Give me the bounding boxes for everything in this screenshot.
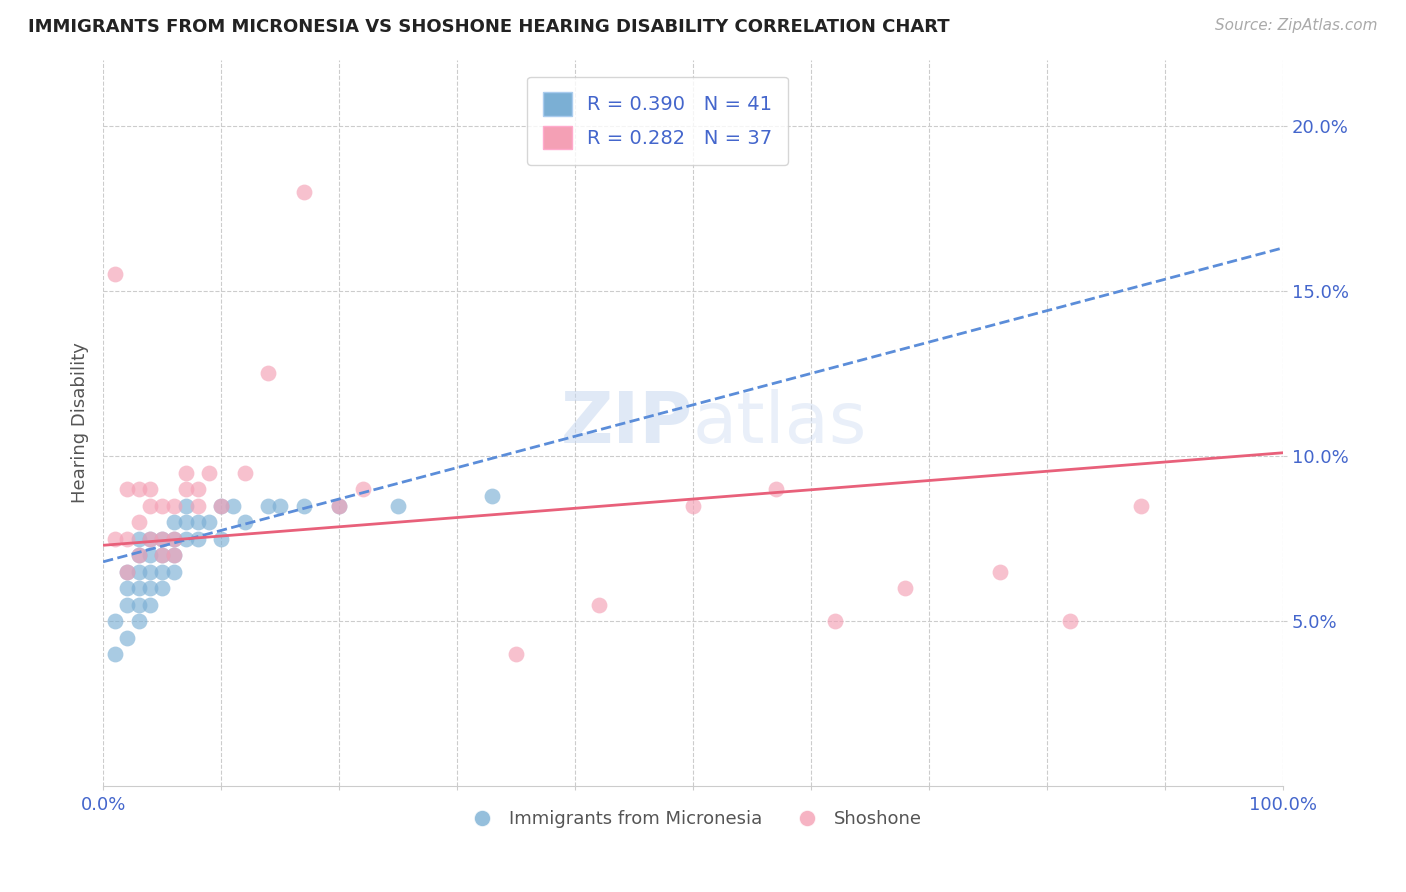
Point [988, 565, 1011, 579]
Point [115, 598, 138, 612]
Point [163, 548, 186, 562]
Point [104, 615, 127, 629]
Point [150, 532, 173, 546]
Point [163, 532, 186, 546]
Point [128, 598, 150, 612]
Point [328, 499, 350, 513]
Point [128, 532, 150, 546]
Point [269, 499, 291, 513]
Point [186, 499, 208, 513]
Point [765, 482, 787, 496]
Point [139, 598, 162, 612]
Point [115, 532, 138, 546]
Point [209, 499, 232, 513]
Point [198, 466, 221, 480]
Point [505, 648, 527, 662]
Point [163, 548, 186, 562]
Point [139, 482, 162, 496]
Point [128, 615, 150, 629]
Point [115, 565, 138, 579]
Point [292, 185, 315, 199]
Point [209, 532, 232, 546]
Text: ZIP: ZIP [561, 389, 693, 458]
Point [174, 482, 197, 496]
Text: atlas: atlas [693, 389, 868, 458]
Point [150, 565, 173, 579]
Point [292, 499, 315, 513]
Point [328, 499, 350, 513]
Point [163, 515, 186, 529]
Point [257, 367, 280, 381]
Point [209, 499, 232, 513]
Point [174, 466, 197, 480]
Point [128, 565, 150, 579]
Point [115, 565, 138, 579]
Point [139, 499, 162, 513]
Point [163, 565, 186, 579]
Point [387, 499, 409, 513]
Point [163, 499, 186, 513]
Legend: Immigrants from Micronesia, Shoshone: Immigrants from Micronesia, Shoshone [457, 803, 929, 836]
Point [139, 581, 162, 595]
Point [128, 482, 150, 496]
Text: Source: ZipAtlas.com: Source: ZipAtlas.com [1215, 18, 1378, 33]
Point [233, 515, 256, 529]
Point [128, 581, 150, 595]
Point [128, 548, 150, 562]
Point [824, 615, 846, 629]
Point [588, 598, 610, 612]
Point [1130, 499, 1153, 513]
Text: IMMIGRANTS FROM MICRONESIA VS SHOSHONE HEARING DISABILITY CORRELATION CHART: IMMIGRANTS FROM MICRONESIA VS SHOSHONE H… [28, 18, 949, 36]
Point [1059, 615, 1081, 629]
Point [150, 532, 173, 546]
Point [139, 532, 162, 546]
Point [222, 499, 245, 513]
Point [115, 482, 138, 496]
Point [481, 489, 503, 503]
Point [186, 515, 208, 529]
Point [186, 532, 208, 546]
Point [352, 482, 374, 496]
Point [233, 466, 256, 480]
Point [104, 532, 127, 546]
Point [150, 548, 173, 562]
Point [104, 648, 127, 662]
Point [174, 515, 197, 529]
Point [139, 532, 162, 546]
Point [186, 482, 208, 496]
Point [198, 515, 221, 529]
Point [115, 581, 138, 595]
Point [128, 515, 150, 529]
Point [894, 581, 917, 595]
Point [139, 565, 162, 579]
Point [150, 581, 173, 595]
Point [174, 499, 197, 513]
Point [150, 548, 173, 562]
Y-axis label: Hearing Disability: Hearing Disability [72, 343, 89, 503]
Point [115, 631, 138, 645]
Point [150, 499, 173, 513]
Point [128, 548, 150, 562]
Point [174, 532, 197, 546]
Point [682, 499, 704, 513]
Point [139, 548, 162, 562]
Point [163, 532, 186, 546]
Point [257, 499, 280, 513]
Point [104, 268, 127, 282]
